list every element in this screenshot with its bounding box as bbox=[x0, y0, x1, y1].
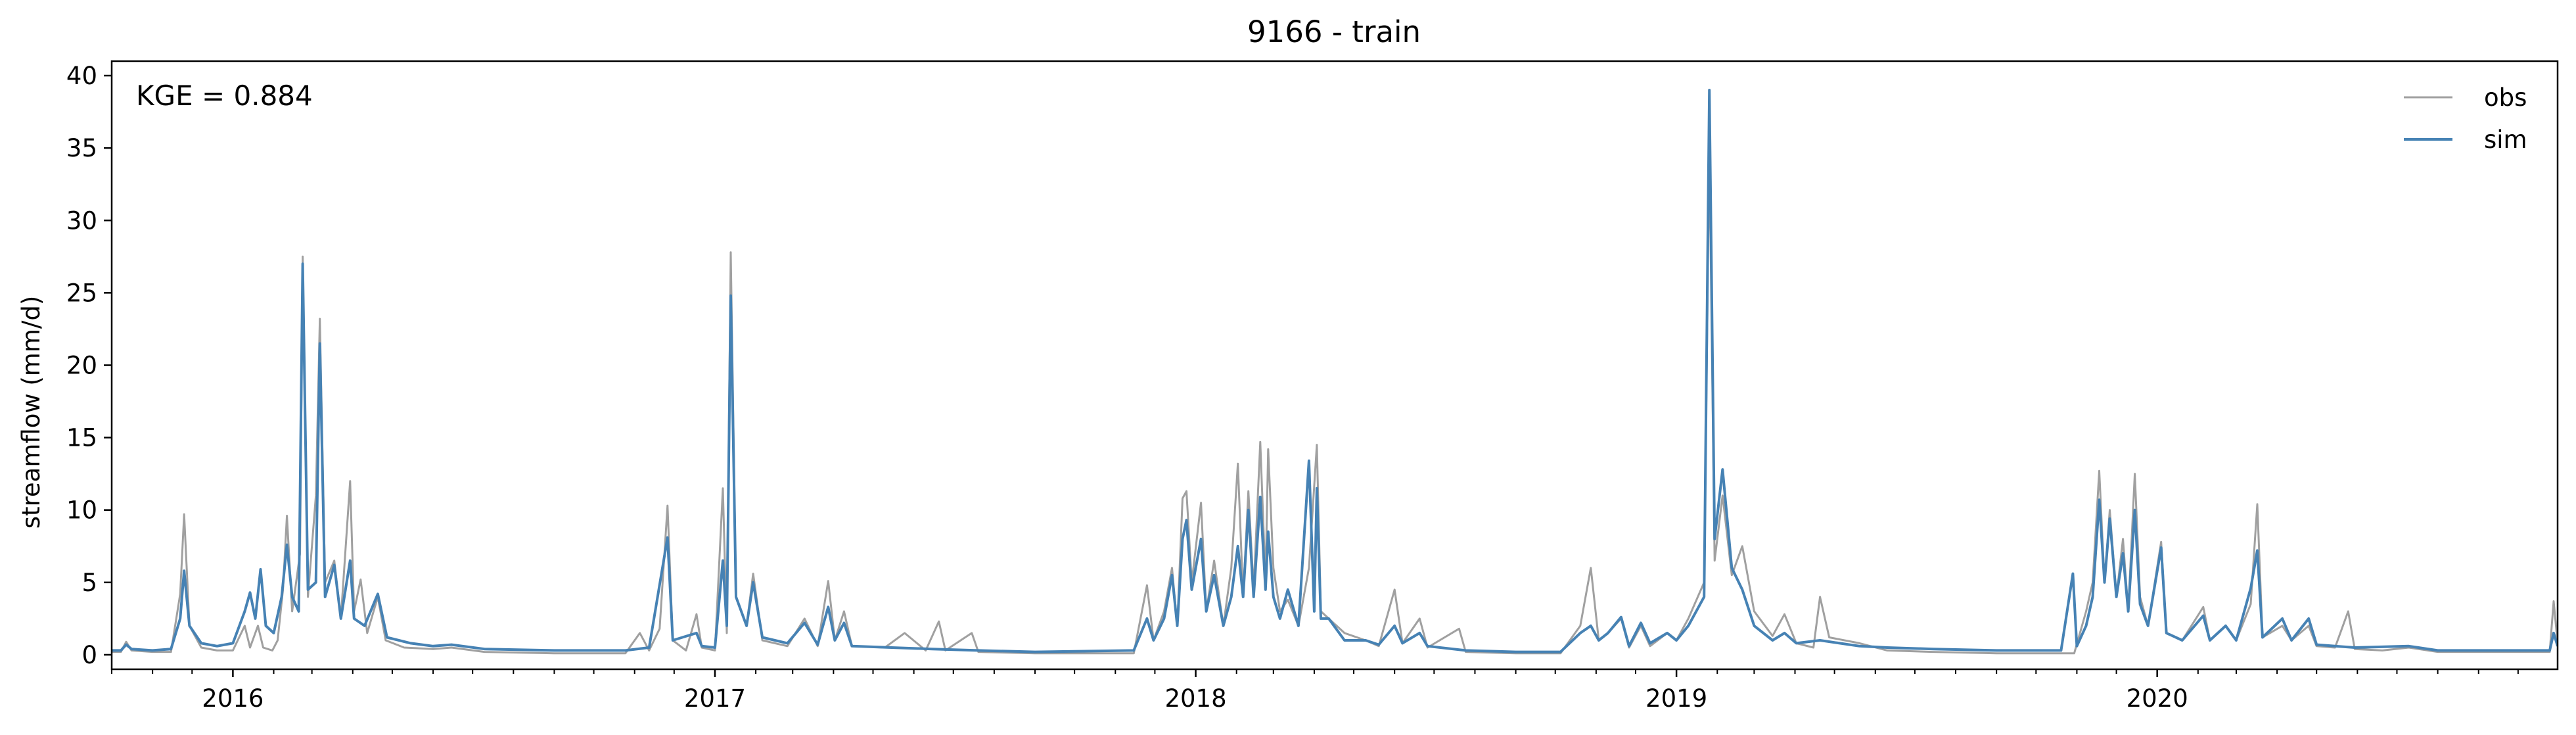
x-tick-label: 2017 bbox=[684, 684, 746, 713]
series-layer bbox=[112, 89, 2558, 655]
legend: obs sim bbox=[2404, 83, 2527, 154]
x-tick-label: 2020 bbox=[2127, 684, 2188, 713]
y-tick-label: 15 bbox=[66, 424, 97, 452]
x-tick-label: 2019 bbox=[1645, 684, 1707, 713]
legend-sim-label: sim bbox=[2484, 126, 2527, 154]
plot-area bbox=[110, 60, 2559, 671]
y-tick-label: 20 bbox=[66, 352, 97, 380]
chart-title: 9166 - train bbox=[1247, 14, 1421, 49]
y-axis-label: streamflow (mm/d) bbox=[17, 296, 45, 529]
y-axis: 0 5 10 15 20 25 30 35 40 bbox=[66, 62, 112, 669]
sim-series-line bbox=[112, 89, 2558, 653]
kge-annotation: KGE = 0.884 bbox=[136, 80, 313, 112]
x-axis: 2016 2017 2018 2019 2020 bbox=[111, 669, 2519, 713]
axes-frame bbox=[110, 60, 2559, 671]
y-tick-label: 0 bbox=[81, 641, 97, 669]
x-tick-label: 2016 bbox=[202, 684, 264, 713]
y-tick-label: 40 bbox=[66, 62, 97, 90]
y-tick-label: 25 bbox=[66, 279, 97, 307]
y-tick-label: 10 bbox=[66, 496, 97, 525]
y-tick-label: 30 bbox=[66, 206, 97, 235]
legend-obs-label: obs bbox=[2484, 83, 2527, 112]
obs-series-line bbox=[112, 147, 2558, 655]
x-tick-label: 2018 bbox=[1164, 684, 1226, 713]
y-tick-label: 5 bbox=[81, 569, 97, 597]
y-tick-label: 35 bbox=[66, 134, 97, 162]
